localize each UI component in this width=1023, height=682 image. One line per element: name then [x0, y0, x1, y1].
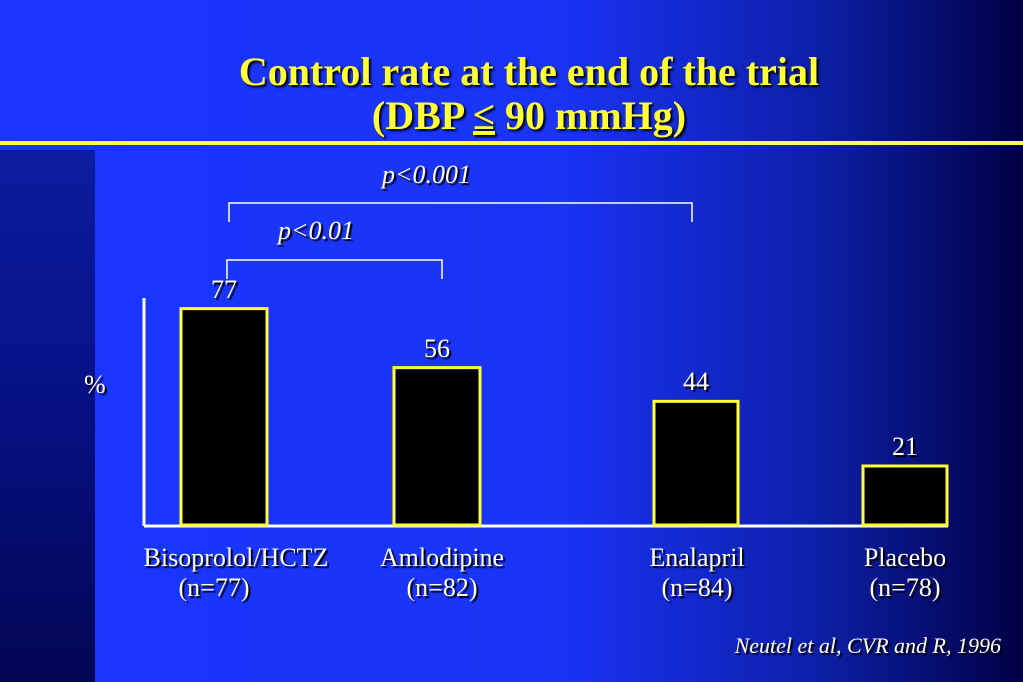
bar-series	[179, 307, 949, 527]
title-underline	[0, 141, 1023, 145]
x-tick-label: Bisoprolol/HCTZ	[143, 543, 329, 572]
title-line-2-start: (DBP	[371, 93, 474, 138]
bar-amlodipine	[392, 366, 482, 527]
title-line-1: Control rate at the end of the trial	[238, 49, 820, 94]
sample-size-label: (n=82)	[406, 573, 478, 602]
title-line-2: (DBP ≤ 90 mmHg)	[0, 94, 1023, 138]
x-tick-label: Enalapril	[649, 543, 745, 572]
left-gradient-band	[0, 150, 95, 682]
citation: Neutel et al, CVR and R, 1996	[734, 633, 1001, 658]
p-value-label: p<0.01	[278, 216, 355, 245]
sample-size-label: (n=77)	[178, 573, 250, 602]
bar-value-label: 44	[683, 367, 709, 397]
bar-placebo	[861, 464, 949, 527]
sample-size-label: (n=78)	[869, 573, 941, 602]
bar-value-label: 56	[424, 333, 450, 363]
less-equal-symbol: ≤	[473, 93, 495, 138]
significance-brackets	[226, 202, 693, 279]
chart-title: Control rate at the end of the trial (DB…	[0, 50, 1023, 138]
bar-bisoprolol-hctz	[179, 307, 269, 527]
significance-bracket	[226, 259, 443, 279]
title-line-2-end: 90 mmHg)	[495, 93, 687, 138]
bar-value-label: 21	[892, 431, 918, 461]
bar-value-label: 77	[211, 274, 237, 304]
p-value-label: p<0.001	[382, 160, 472, 189]
sample-size-label: (n=84)	[661, 573, 733, 602]
y-axis-label: %	[84, 370, 106, 399]
chart-axes	[142, 298, 948, 528]
x-tick-label: Amlodipine	[379, 543, 505, 572]
significance-bracket	[228, 202, 693, 222]
bar-enalapril	[652, 399, 740, 527]
x-tick-label: Placebo	[863, 543, 947, 572]
